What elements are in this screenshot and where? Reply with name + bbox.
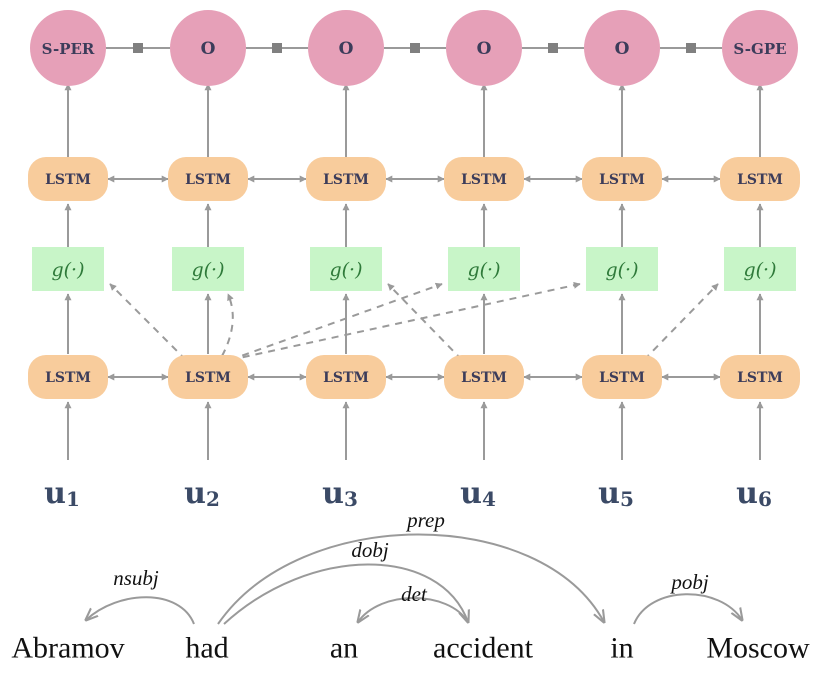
lower-lstm-label: LSTM <box>323 370 369 386</box>
tag-label: O <box>615 39 630 59</box>
tag-node <box>722 10 798 86</box>
sentence-word: accident <box>433 632 534 665</box>
upper-lstm-label: LSTM <box>185 172 231 188</box>
upper-lstm-node <box>444 157 524 201</box>
dependency-parse: Abramov had an accident in Moscow nsubj prepdob… <box>11 508 810 665</box>
lower-lstm-node <box>444 355 524 399</box>
dependency-arc <box>217 533 604 624</box>
tag-node <box>308 10 384 86</box>
input-token-base: u <box>184 476 206 511</box>
sentence-word: Moscow <box>706 632 810 665</box>
input-token-base: u <box>736 476 758 511</box>
g-function-box <box>586 247 658 291</box>
input-token-label: u2 <box>184 476 220 512</box>
input-token-base: u <box>44 476 66 511</box>
upper-lstm-node <box>306 157 386 201</box>
tag-node <box>170 10 246 86</box>
lower-lstm-node <box>168 355 248 399</box>
dependency-label: pobj <box>669 570 709 594</box>
g-function-label: g(·) <box>467 259 500 281</box>
lower-lstm-node <box>582 355 662 399</box>
lower-lstm-label: LSTM <box>461 370 507 386</box>
lower-lstm-node <box>306 355 386 399</box>
crf-factor-square <box>133 43 143 53</box>
graph-dashed-edge <box>387 283 463 361</box>
g-function-box <box>32 247 104 291</box>
lower-lstm-label: LSTM <box>45 370 91 386</box>
sentence-word: had <box>185 632 228 665</box>
crf-factor-square <box>548 43 558 53</box>
tag-label: O <box>339 39 354 59</box>
input-token-label: u4 <box>460 476 496 512</box>
tag-label: S-GPE <box>733 40 786 58</box>
graph-self-edge <box>221 293 234 357</box>
dependency-arc <box>86 596 195 625</box>
input-token-subscript: 3 <box>344 487 358 511</box>
nodes-layer: S-PERLSTMg(·)LSTMu1OLSTMg(·)LSTMu2OLSTMg… <box>28 10 800 511</box>
g-function-box <box>448 247 520 291</box>
graph-dashed-edge <box>229 281 581 361</box>
input-token-subscript: 2 <box>206 487 220 511</box>
input-token-label: u3 <box>322 476 358 512</box>
input-token-label: u6 <box>736 476 772 512</box>
input-token-label: u1 <box>44 476 80 512</box>
dependency-label: prep <box>405 508 445 532</box>
dependency-arc <box>358 597 469 622</box>
sentence-word: in <box>610 632 633 665</box>
edges-layer <box>64 43 764 460</box>
lower-lstm-label: LSTM <box>737 370 783 386</box>
input-token-subscript: 4 <box>482 487 496 511</box>
dependency-label: dobj <box>351 538 389 562</box>
g-function-label: g(·) <box>329 259 362 281</box>
dependency-arc <box>633 593 742 625</box>
crf-factor-square <box>686 43 696 53</box>
upper-lstm-node <box>582 157 662 201</box>
tag-node <box>584 10 660 86</box>
upper-lstm-node <box>168 157 248 201</box>
tag-node <box>446 10 522 86</box>
lower-lstm-node <box>28 355 108 399</box>
sentence-word: Abramov <box>11 632 124 665</box>
tag-label: O <box>477 39 492 59</box>
tag-node <box>30 10 106 86</box>
g-function-box <box>310 247 382 291</box>
lower-lstm-label: LSTM <box>185 370 231 386</box>
upper-lstm-label: LSTM <box>323 172 369 188</box>
tag-label: S-PER <box>42 40 95 58</box>
g-function-box <box>724 247 796 291</box>
lower-lstm-label: LSTM <box>599 370 645 386</box>
input-token-base: u <box>322 476 344 511</box>
lower-lstm-node <box>720 355 800 399</box>
dependency-arc <box>223 563 468 624</box>
upper-lstm-node <box>28 157 108 201</box>
input-token-subscript: 1 <box>66 487 80 511</box>
dependency-label: det <box>401 582 428 606</box>
tag-label: O <box>201 39 216 59</box>
sentence-word: an <box>330 632 358 665</box>
crf-factor-square <box>410 43 420 53</box>
input-token-base: u <box>460 476 482 511</box>
g-function-label: g(·) <box>743 259 776 281</box>
input-token-base: u <box>598 476 620 511</box>
input-token-label: u5 <box>598 476 634 512</box>
input-token-subscript: 6 <box>758 487 772 511</box>
crf-factor-square <box>272 43 282 53</box>
upper-lstm-label: LSTM <box>461 172 507 188</box>
input-token-subscript: 5 <box>620 487 634 511</box>
g-function-label: g(·) <box>51 259 84 281</box>
g-function-label: g(·) <box>191 259 224 281</box>
upper-lstm-label: LSTM <box>45 172 91 188</box>
upper-lstm-label: LSTM <box>737 172 783 188</box>
graph-dashed-edge <box>643 283 719 361</box>
graph-dashed-edge <box>229 282 443 361</box>
upper-lstm-label: LSTM <box>599 172 645 188</box>
dependency-label: nsubj <box>113 566 159 590</box>
graph-dashed-edge <box>109 283 187 361</box>
upper-lstm-node <box>720 157 800 201</box>
g-function-box <box>172 247 244 291</box>
g-function-label: g(·) <box>605 259 638 281</box>
